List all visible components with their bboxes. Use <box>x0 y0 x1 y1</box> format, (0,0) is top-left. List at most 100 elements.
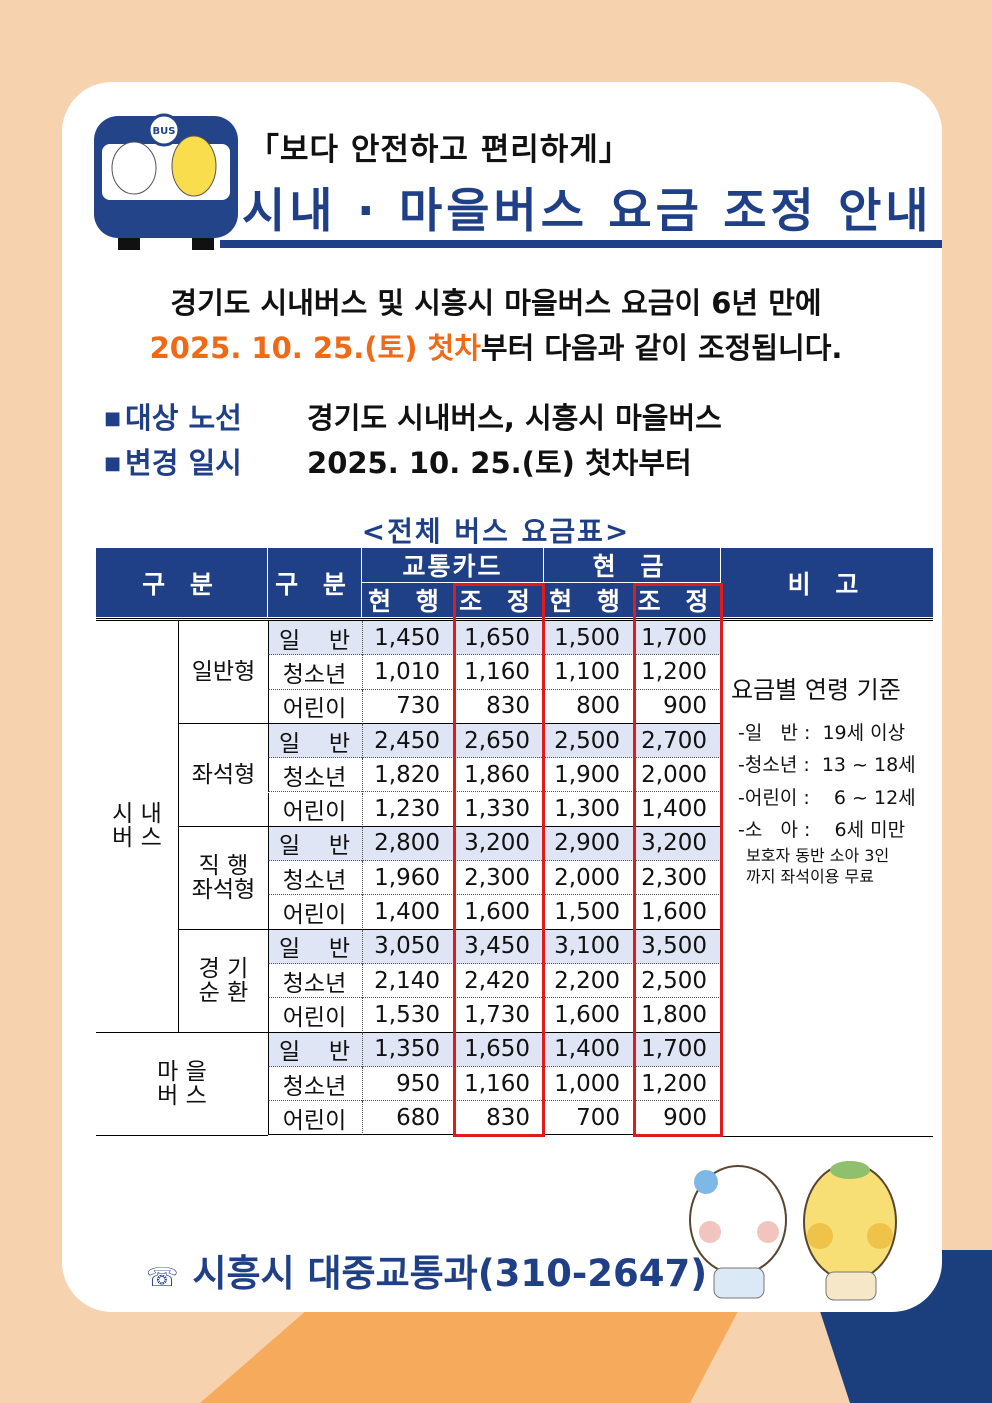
fare-cell-cash-new: 1,700 <box>634 1032 721 1067</box>
bus-mascot-logo: BUS <box>94 113 238 250</box>
fare-cell-cash-cur: 1,300 <box>544 792 634 827</box>
intro-line-1: 경기도 시내버스 및 시흥시 마을버스 요금이 6년 만에 <box>170 286 822 320</box>
header-card-current: 현 행 <box>362 583 454 618</box>
fare-cell-card-new: 1,160 <box>454 655 544 690</box>
header-subtitle: 「보다 안전하고 편리하게」 <box>248 132 631 168</box>
info-key: 대상 노선 <box>125 401 242 435</box>
info-target-routes: ■ 대상 노선 경기도 시내버스, 시흥시 마을버스 <box>104 395 722 437</box>
intro-line-2-rest: 부터 다음과 같이 조정됩니다. <box>480 331 843 365</box>
fare-cell-card-cur: 950 <box>362 1066 454 1102</box>
effective-date: 2025. 10. 25.(토) 첫차 <box>149 331 481 365</box>
age-label: 청소년 <box>282 970 347 997</box>
contact-text: 시흥시 대중교통과(310-2647) <box>192 1252 708 1295</box>
fare-cell-cash-cur: 1,400 <box>544 1032 634 1067</box>
age-label: 반 <box>328 730 350 757</box>
fare-cell-card-cur: 1,960 <box>362 861 454 896</box>
age-label: 청소년 <box>282 764 347 791</box>
fare-cell-cash-cur: 1,600 <box>544 998 634 1033</box>
table-title: <전체 버스 요금표> <box>361 515 631 548</box>
fare-cell-cash-cur: 3,100 <box>544 929 634 964</box>
fare-cell-cash-new: 2,700 <box>634 723 721 759</box>
bullet-square-icon: ■ <box>104 408 122 429</box>
info-value: 2025. 10. 25.(토) 첫차부터 <box>307 446 692 480</box>
fare-cell-card-new: 1,650 <box>454 621 544 656</box>
highlight-card-adjusted <box>453 583 545 1137</box>
fare-cell-cash-cur: 2,900 <box>544 826 634 862</box>
group-village-bus: 마 을 버 스 <box>96 1033 268 1137</box>
fare-cell-card-cur: 1,530 <box>362 998 454 1033</box>
fare-cell-card-cur: 1,450 <box>362 621 454 656</box>
fare-cell-cash-new: 1,400 <box>634 792 721 827</box>
fare-cell-cash-cur: 1,500 <box>544 895 634 930</box>
info-change-date: ■ 변경 일시 2025. 10. 25.(토) 첫차부터 <box>104 440 692 482</box>
fare-cell-card-new: 1,600 <box>454 895 544 930</box>
age-cell: 어린이 <box>268 998 362 1033</box>
fare-cell-card-new: 1,160 <box>454 1066 544 1102</box>
age-label: 어린이 <box>282 696 347 723</box>
contact-info: ☏ 시흥시 대중교통과(310-2647) <box>146 1243 707 1297</box>
header-type: 구 분 <box>268 548 362 618</box>
fare-cell-card-new: 3,200 <box>454 826 544 862</box>
age-cell: 청소년 <box>268 758 362 793</box>
fare-cell-card-cur: 3,050 <box>362 929 454 964</box>
age-label: 일 <box>279 833 301 860</box>
age-label: 반 <box>328 627 350 654</box>
bullet-square-icon: ■ <box>104 453 122 474</box>
fare-cell-card-cur: 2,450 <box>362 723 454 759</box>
fare-cell-card-cur: 730 <box>362 689 454 724</box>
header-card-adjusted: 조 정 <box>454 583 544 618</box>
age-cell: 어린이 <box>268 1101 362 1136</box>
age-cell: 청소년 <box>268 1066 362 1102</box>
age-label: 일 <box>279 627 301 654</box>
fare-cell-card-cur: 680 <box>362 1101 454 1136</box>
fare-cell-cash-new: 2,000 <box>634 758 721 793</box>
age-label: 청소년 <box>282 1073 347 1100</box>
fare-cell-card-new: 2,420 <box>454 964 544 999</box>
highlight-cash-adjusted <box>633 583 723 1137</box>
remarks-item: -어린이 : 6 ~ 12세 <box>738 787 916 809</box>
age-cell: 어린이 <box>268 792 362 827</box>
group-city-bus: 시 내 버 스 <box>96 621 178 1033</box>
remarks-extra: 보호자 동반 소아 3인 <box>746 846 890 865</box>
remarks-item: -소 아 : 6세 미만 <box>738 819 906 841</box>
fare-cell-card-cur: 1,010 <box>362 655 454 690</box>
bus-type-label: 직 행 좌석형 <box>178 826 268 930</box>
age-cell: 청소년 <box>268 655 362 690</box>
fare-cell-cash-new: 900 <box>634 689 721 724</box>
intro-line-2: 2025. 10. 25.(토) 첫차부터 다음과 같이 조정됩니다. <box>0 325 992 367</box>
fare-cell-cash-cur: 2,200 <box>544 964 634 999</box>
age-cell: 청소년 <box>268 861 362 896</box>
info-value: 경기도 시내버스, 시흥시 마을버스 <box>307 401 722 435</box>
fare-cell-cash-new: 2,300 <box>634 861 721 896</box>
age-label: 반 <box>328 1039 350 1066</box>
age-label: 어린이 <box>282 1107 347 1134</box>
fare-cell-cash-cur: 1,500 <box>544 621 634 656</box>
bus-type-label: 좌석형 <box>178 723 268 827</box>
info-key: 변경 일시 <box>125 446 242 480</box>
header-cash-adjusted: 조 정 <box>634 583 721 618</box>
fare-cell-card-cur: 1,400 <box>362 895 454 930</box>
fare-cell-cash-cur: 2,500 <box>544 723 634 759</box>
fare-cell-cash-cur: 700 <box>544 1101 634 1136</box>
age-label: 일 <box>279 1039 301 1066</box>
age-label: 청소년 <box>282 661 347 688</box>
fare-cell-cash-cur: 2,000 <box>544 861 634 896</box>
fare-cell-card-cur: 1,820 <box>362 758 454 793</box>
bus-logo-text: BUS <box>153 126 176 137</box>
age-label: 일 <box>279 936 301 963</box>
fare-cell-cash-cur: 1,000 <box>544 1066 634 1102</box>
age-label: 어린이 <box>282 902 347 929</box>
header-cash: 현 금 <box>544 548 721 583</box>
header-remarks: 비 고 <box>721 548 933 618</box>
age-label: 청소년 <box>282 867 347 894</box>
age-label: 어린이 <box>282 799 347 826</box>
remarks-item: -일 반 : 19세 이상 <box>738 722 906 744</box>
age-label: 반 <box>328 936 350 963</box>
age-label: 반 <box>328 833 350 860</box>
mascot-characters <box>689 1161 897 1301</box>
